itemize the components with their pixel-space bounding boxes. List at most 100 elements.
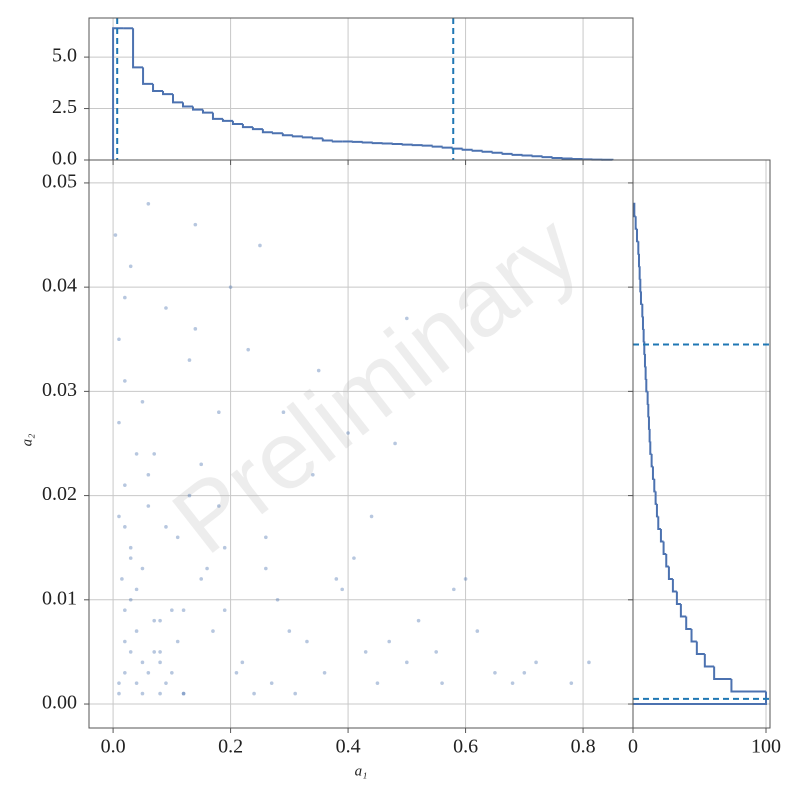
scatter-point [147,202,151,206]
scatter-point [241,661,245,665]
scatter-point [117,337,121,341]
scatter-point [194,327,198,331]
histogram-bin [646,366,647,379]
scatter-point [147,671,151,675]
histogram-bin [639,254,640,267]
y-tick-label: 0.00 [42,692,77,714]
scatter-point [158,619,162,623]
histogram-bin [523,155,533,156]
histogram-bin [493,152,503,153]
histogram-bin [513,154,523,155]
scatter-point [141,400,145,404]
scatter-point [123,640,127,644]
histogram-bin [650,429,651,442]
histogram-bin [644,341,645,354]
histogram-bin [443,147,453,148]
scatter-point [270,681,274,685]
scatter-point [352,556,356,560]
scatter-point [152,452,156,456]
y-tick-label: 0.05 [42,171,77,193]
scatter-point [164,681,168,685]
histogram-bin [303,136,313,137]
scatter-point [523,671,527,675]
histogram-bin [648,391,649,404]
histogram-bin [363,142,373,143]
scatter-point [235,671,239,675]
scatter-point [311,473,315,477]
histogram-bin [645,354,646,367]
scatter-point [434,650,438,654]
histogram-bin [543,156,553,157]
scatter-point [123,483,127,487]
scatter-point [288,629,292,633]
histogram-bin [563,158,573,159]
histogram-bin [403,144,413,145]
scatter-point [452,588,456,592]
x-tick-label: 0.6 [453,736,478,758]
histogram-bin [473,150,483,151]
histogram-bin [643,316,644,329]
scatter-point [152,619,156,623]
y-tick-label: 2.5 [52,96,77,118]
histogram-bin [553,157,563,158]
scatter-point [376,681,380,685]
scatter-point [264,535,268,539]
scatter-point [135,681,139,685]
scatter-point [293,692,297,696]
y-tick-label: 0.04 [42,275,77,297]
scatter-point [135,629,139,633]
scatter-point [182,608,186,612]
scatter-point [176,640,180,644]
scatter-point [164,525,168,529]
y-tick-label: 0.03 [42,379,77,401]
scatter-point [117,515,121,519]
scatter-point [317,369,321,373]
scatter-point [335,577,339,581]
x-tick-label: 100 [751,736,781,758]
x-tick-label: 0.2 [218,736,243,758]
histogram-bin [644,329,645,342]
scatter-point [199,577,203,581]
scatter-point [405,661,409,665]
x-tick-label: 0.0 [101,736,126,758]
scatter-point [264,567,268,571]
scatter-point [158,661,162,665]
histogram-bin [273,132,283,133]
scatter-point [493,671,497,675]
scatter-point [117,681,121,685]
scatter-point [246,348,250,352]
x-tick-label: 0.4 [336,736,361,758]
scatter-point [223,546,227,550]
scatter-point [370,515,374,519]
histogram-bin [649,416,650,429]
scatter-point [393,442,397,446]
scatter-point [129,546,133,550]
scatter-point [129,556,133,560]
scatter-point [364,650,368,654]
scatter-point [123,608,127,612]
scatter-point [217,410,221,414]
scatter-point [252,692,256,696]
scatter-point [123,671,127,675]
x-axis-label: a₁ [355,763,368,779]
scatter-point [570,681,574,685]
scatter-point [152,650,156,654]
scatter-point [188,358,192,362]
y-tick-label: 5.0 [52,45,77,67]
scatter-point [141,567,145,571]
scatter-point [182,692,186,696]
histogram-bin [293,135,303,136]
scatter-point [417,619,421,623]
scatter-point [141,692,145,696]
scatter-point [188,494,192,498]
scatter-point [282,410,286,414]
scatter-point [199,463,203,467]
scatter-point [114,233,118,237]
histogram-bin [648,404,649,417]
x-tick-label: 0 [628,736,638,758]
histogram-bin [333,140,343,141]
histogram-bin [503,153,513,154]
scatter-point [440,681,444,685]
scatter-point [258,244,262,248]
